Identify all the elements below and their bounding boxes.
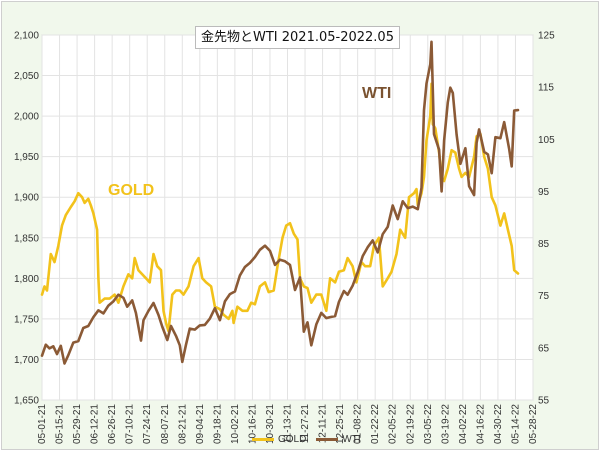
x-tick-label: 05-29-21: [72, 404, 83, 444]
x-tick-label: 02-19-22: [405, 404, 416, 444]
y-left-tick-label: 1,800: [14, 274, 39, 285]
annotation-wti: WTI: [362, 85, 392, 102]
x-tick-label: 04-02-22: [458, 404, 469, 444]
x-tick-label: 01-08-22: [353, 404, 364, 444]
x-tick-label: 08-07-21: [160, 404, 171, 444]
legend-item-gold: GOLD: [252, 434, 306, 445]
legend-swatch-wti: [316, 437, 339, 441]
y-right-tick-label: 65: [538, 343, 550, 354]
x-tick-label: 04-16-22: [475, 404, 486, 444]
legend-item-wti: WTI: [316, 433, 361, 445]
y-left-tick-label: 2,050: [14, 71, 39, 82]
y-left-tick-label: 1,850: [14, 233, 39, 244]
x-tick-label: 07-10-21: [125, 404, 136, 444]
series-lines: [40, 40, 520, 365]
x-tick-label: 10-30-21: [265, 404, 276, 444]
x-tick-label: 06-12-21: [90, 404, 101, 444]
legend-label-wti: WTI: [342, 433, 361, 445]
x-tick-label: 09-18-21: [212, 404, 223, 444]
x-tick-label: 10-02-21: [230, 404, 241, 444]
x-tick-label: 03-05-22: [423, 404, 434, 444]
x-tick-label: 06-26-21: [107, 404, 118, 444]
y-left-tick-label: 1,700: [14, 355, 39, 366]
y-right-tick-label: 125: [538, 31, 555, 42]
series-line-wti: [40, 40, 520, 365]
x-tick-label: 12-11-21: [318, 404, 329, 444]
y-left-tick-label: 1,650: [14, 396, 39, 407]
x-tick-label: 01-22-22: [370, 404, 381, 444]
x-tick-label: 02-05-22: [388, 404, 399, 444]
y-right-tick-label: 55: [538, 396, 550, 407]
y-left-tick-label: 2,100: [14, 31, 39, 42]
x-tick-label: 07-24-21: [142, 404, 153, 444]
x-tick-label: 11-27-21: [300, 404, 311, 444]
x-tick-label: 04-30-22: [493, 404, 504, 444]
x-tick-label: 11-13-21: [283, 404, 294, 444]
y-left-tick-label: 1,900: [14, 193, 39, 204]
x-tick-label: 05-01-21: [37, 404, 48, 444]
x-tick-label: 12-25-21: [335, 404, 346, 444]
y-right-tick-label: 85: [538, 239, 550, 250]
x-tick-label: 10-16-21: [247, 404, 258, 444]
legend-label-gold: GOLD: [278, 433, 307, 445]
y-left-tick-label: 2,000: [14, 112, 39, 123]
x-tick-label: 05-28-22: [528, 404, 539, 444]
axis-labels: 1,650 1,700 1,750 1,800 1,850 1,900 1,950 2,000…: [14, 31, 555, 445]
x-tick-label: 03-19-22: [440, 404, 451, 444]
y-right-tick-label: 95: [538, 187, 550, 198]
x-tick-label: 05-14-22: [510, 404, 521, 444]
annotation-gold: GOLD: [108, 182, 155, 199]
chart-title: 金先物とWTI 2021.05-2022.05: [195, 26, 400, 49]
y-right-tick-label: 105: [538, 135, 555, 146]
y-right-tick-label: 115: [538, 83, 554, 94]
x-tick-label: 09-04-21: [195, 404, 206, 444]
legend-swatch-gold: [252, 437, 274, 441]
x-tick-label: 08-21-21: [177, 404, 188, 444]
y-right-tick-label: 75: [538, 291, 550, 302]
legend: GOLD WTI: [252, 432, 361, 446]
y-left-tick-label: 1,750: [14, 314, 39, 325]
y-left-tick-label: 1,950: [14, 152, 39, 163]
x-tick-label: 05-15-21: [55, 404, 66, 444]
